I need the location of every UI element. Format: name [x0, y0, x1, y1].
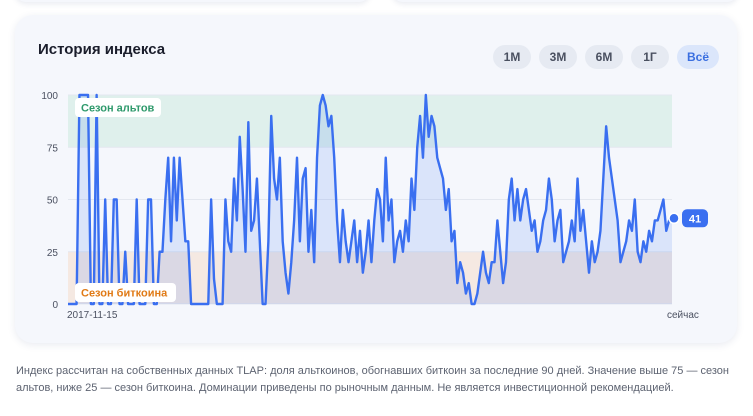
- range-selector: 1М 3М 6М 1Г Всё: [492, 45, 719, 69]
- range-6m-button[interactable]: 6М: [584, 45, 623, 69]
- y-axis-labels: 0 25 50 75 100: [41, 91, 58, 311]
- index-line: [68, 93, 673, 306]
- y-tick-label: 0: [52, 300, 58, 311]
- top-card-right: [392, 0, 738, 2]
- y-tick-label: 50: [47, 196, 59, 207]
- top-card-left: [15, 0, 370, 2]
- range-1m-button[interactable]: 1М: [492, 45, 531, 69]
- y-tick-label: 25: [47, 248, 59, 259]
- current-value-badge: [682, 209, 708, 228]
- x-tick-end: сейчас: [667, 310, 699, 321]
- btc-season-label: Сезон биткоина: [81, 288, 168, 300]
- panel-title: История индекса: [38, 41, 166, 58]
- index-area: [68, 95, 672, 304]
- current-point-marker: [668, 212, 680, 225]
- range-1y-button[interactable]: 1Г: [630, 45, 669, 69]
- alt-season-label: Сезон альтов: [81, 103, 155, 115]
- alt-season-zone: [68, 95, 672, 148]
- btc-season-badge-bg: [75, 283, 176, 302]
- range-all-button[interactable]: Всё: [676, 45, 719, 69]
- y-tick-label: 75: [47, 143, 59, 154]
- footnote: Индекс рассчитан на собственных данных T…: [16, 365, 730, 394]
- x-tick-start: 2017-11-15: [67, 310, 118, 321]
- alt-season-badge-bg: [75, 98, 161, 117]
- current-value-label: 41: [689, 213, 701, 225]
- range-3m-button[interactable]: 3М: [538, 45, 577, 69]
- alt-season-badge: Сезон альтов: [75, 98, 161, 117]
- btc-season-badge: Сезон биткоина: [75, 283, 176, 302]
- y-tick-label: 100: [41, 91, 58, 102]
